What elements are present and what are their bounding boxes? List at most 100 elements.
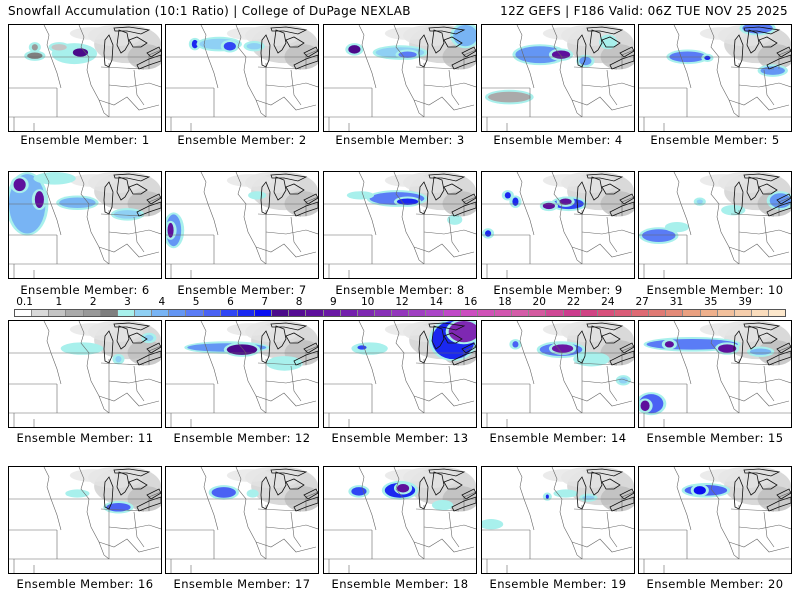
- ensemble-member-label: Ensemble Member: 9: [493, 283, 623, 297]
- great-lake-outline: [285, 183, 305, 195]
- great-lake-outline: [609, 201, 634, 217]
- snowfall-map: [9, 467, 161, 573]
- great-lake-outline: [443, 478, 463, 490]
- ensemble-member-map: [638, 24, 792, 132]
- snowfall-contour: [696, 199, 703, 204]
- snowfall-contour: [485, 230, 492, 237]
- great-lake-outline: [758, 478, 778, 490]
- state-boundary: [448, 216, 460, 253]
- state-boundary: [423, 82, 476, 88]
- snowfall-contour: [269, 358, 300, 369]
- state-boundary: [265, 229, 318, 235]
- state-boundary: [200, 321, 219, 385]
- great-lake-outline: [733, 476, 744, 510]
- snowfall-contour: [749, 348, 772, 355]
- ensemble-member-map: [165, 24, 319, 132]
- snowfall-contour: [718, 344, 737, 353]
- colorbar-cell: [49, 310, 67, 316]
- colorbar-cell: [443, 310, 461, 316]
- snowfall-contour: [113, 210, 142, 219]
- snowfall-contour: [348, 45, 361, 54]
- ensemble-member-label: Ensemble Member: 3: [335, 133, 465, 147]
- state-boundary: [606, 511, 618, 548]
- great-lake-outline: [273, 29, 287, 54]
- colorbar-cell: [100, 310, 118, 316]
- great-lake-outline: [146, 46, 161, 58]
- snowfall-contour: [34, 191, 44, 209]
- colorbar-cell: [632, 310, 650, 316]
- ensemble-member-label: Ensemble Member: 18: [331, 577, 469, 591]
- great-lake-outline: [619, 193, 634, 205]
- state-boundary: [98, 538, 160, 553]
- ensemble-member-label: Ensemble Member: 14: [489, 431, 627, 445]
- colorbar-cell: [683, 310, 701, 316]
- state-boundary: [516, 467, 535, 531]
- great-lake-outline: [270, 322, 308, 331]
- ensemble-member-label: Ensemble Member: 1: [20, 133, 150, 147]
- great-lake-outline: [103, 330, 114, 364]
- state-boundary: [265, 378, 318, 384]
- state-boundary: [255, 538, 317, 553]
- colorbar-cell: [460, 310, 478, 316]
- great-lake-outline: [428, 26, 466, 35]
- ensemble-member-label: Ensemble Member: 13: [331, 431, 469, 445]
- ensemble-member-label: Ensemble Member: 10: [646, 283, 784, 297]
- ensemble-member-label: Ensemble Member: 12: [173, 431, 311, 445]
- great-lake-outline: [451, 350, 476, 366]
- great-lake-outline: [733, 34, 744, 68]
- snowfall-contour: [246, 43, 262, 50]
- ensemble-member-label: Ensemble Member: 17: [173, 577, 311, 591]
- colorbar-cell: [272, 310, 290, 316]
- colorbar-cell: [769, 310, 786, 316]
- state-boundary: [393, 25, 425, 118]
- state-boundary: [673, 25, 692, 89]
- state-boundary: [728, 392, 790, 407]
- state-boundary: [573, 66, 618, 70]
- state-boundary: [730, 508, 775, 512]
- state-boundary: [358, 25, 377, 89]
- state-boundary: [581, 378, 634, 384]
- state-boundary: [257, 66, 302, 70]
- state-boundary: [133, 365, 145, 402]
- colorbar-cell: [666, 310, 684, 316]
- state-boundary: [290, 216, 302, 253]
- great-lake-outline: [733, 330, 744, 364]
- great-lake-outline: [776, 193, 791, 205]
- state-boundary: [100, 362, 145, 366]
- snowfall-contour: [448, 321, 476, 343]
- great-lake-outline: [733, 181, 744, 215]
- great-lake-outline: [418, 181, 429, 215]
- state-boundary: [235, 25, 267, 118]
- state-boundary: [738, 378, 791, 384]
- colorbar-cell: [254, 310, 273, 316]
- snowfall-contour: [115, 355, 122, 363]
- colorbar-cell: [237, 310, 255, 316]
- colorbar-cell: [392, 310, 410, 316]
- snowfall-contour: [602, 36, 615, 48]
- great-lake-outline: [431, 325, 445, 350]
- snowfall-contour: [642, 229, 676, 242]
- snowfall-map: [9, 321, 161, 427]
- great-lake-outline: [273, 176, 287, 201]
- state-boundary: [571, 538, 633, 553]
- state-boundary: [763, 365, 775, 402]
- state-boundary: [551, 321, 583, 414]
- snowfall-map: [324, 25, 476, 131]
- colorbar-cell: [734, 310, 753, 316]
- great-lake-outline: [609, 54, 634, 70]
- state-boundary: [100, 66, 145, 70]
- great-lake-outline: [113, 322, 151, 331]
- snowfall-map: [639, 467, 791, 573]
- great-lake-outline: [418, 330, 429, 364]
- ensemble-member-label: Ensemble Member: 15: [646, 431, 784, 445]
- state-boundary: [235, 321, 267, 414]
- state-boundary: [708, 172, 740, 265]
- state-boundary: [413, 96, 475, 111]
- great-lake-outline: [128, 332, 148, 344]
- state-boundary: [413, 392, 475, 407]
- ensemble-member-map: [165, 466, 319, 574]
- state-boundary: [573, 213, 618, 217]
- state-boundary: [235, 172, 267, 265]
- state-boundary: [78, 172, 110, 265]
- great-lake-outline: [461, 46, 476, 58]
